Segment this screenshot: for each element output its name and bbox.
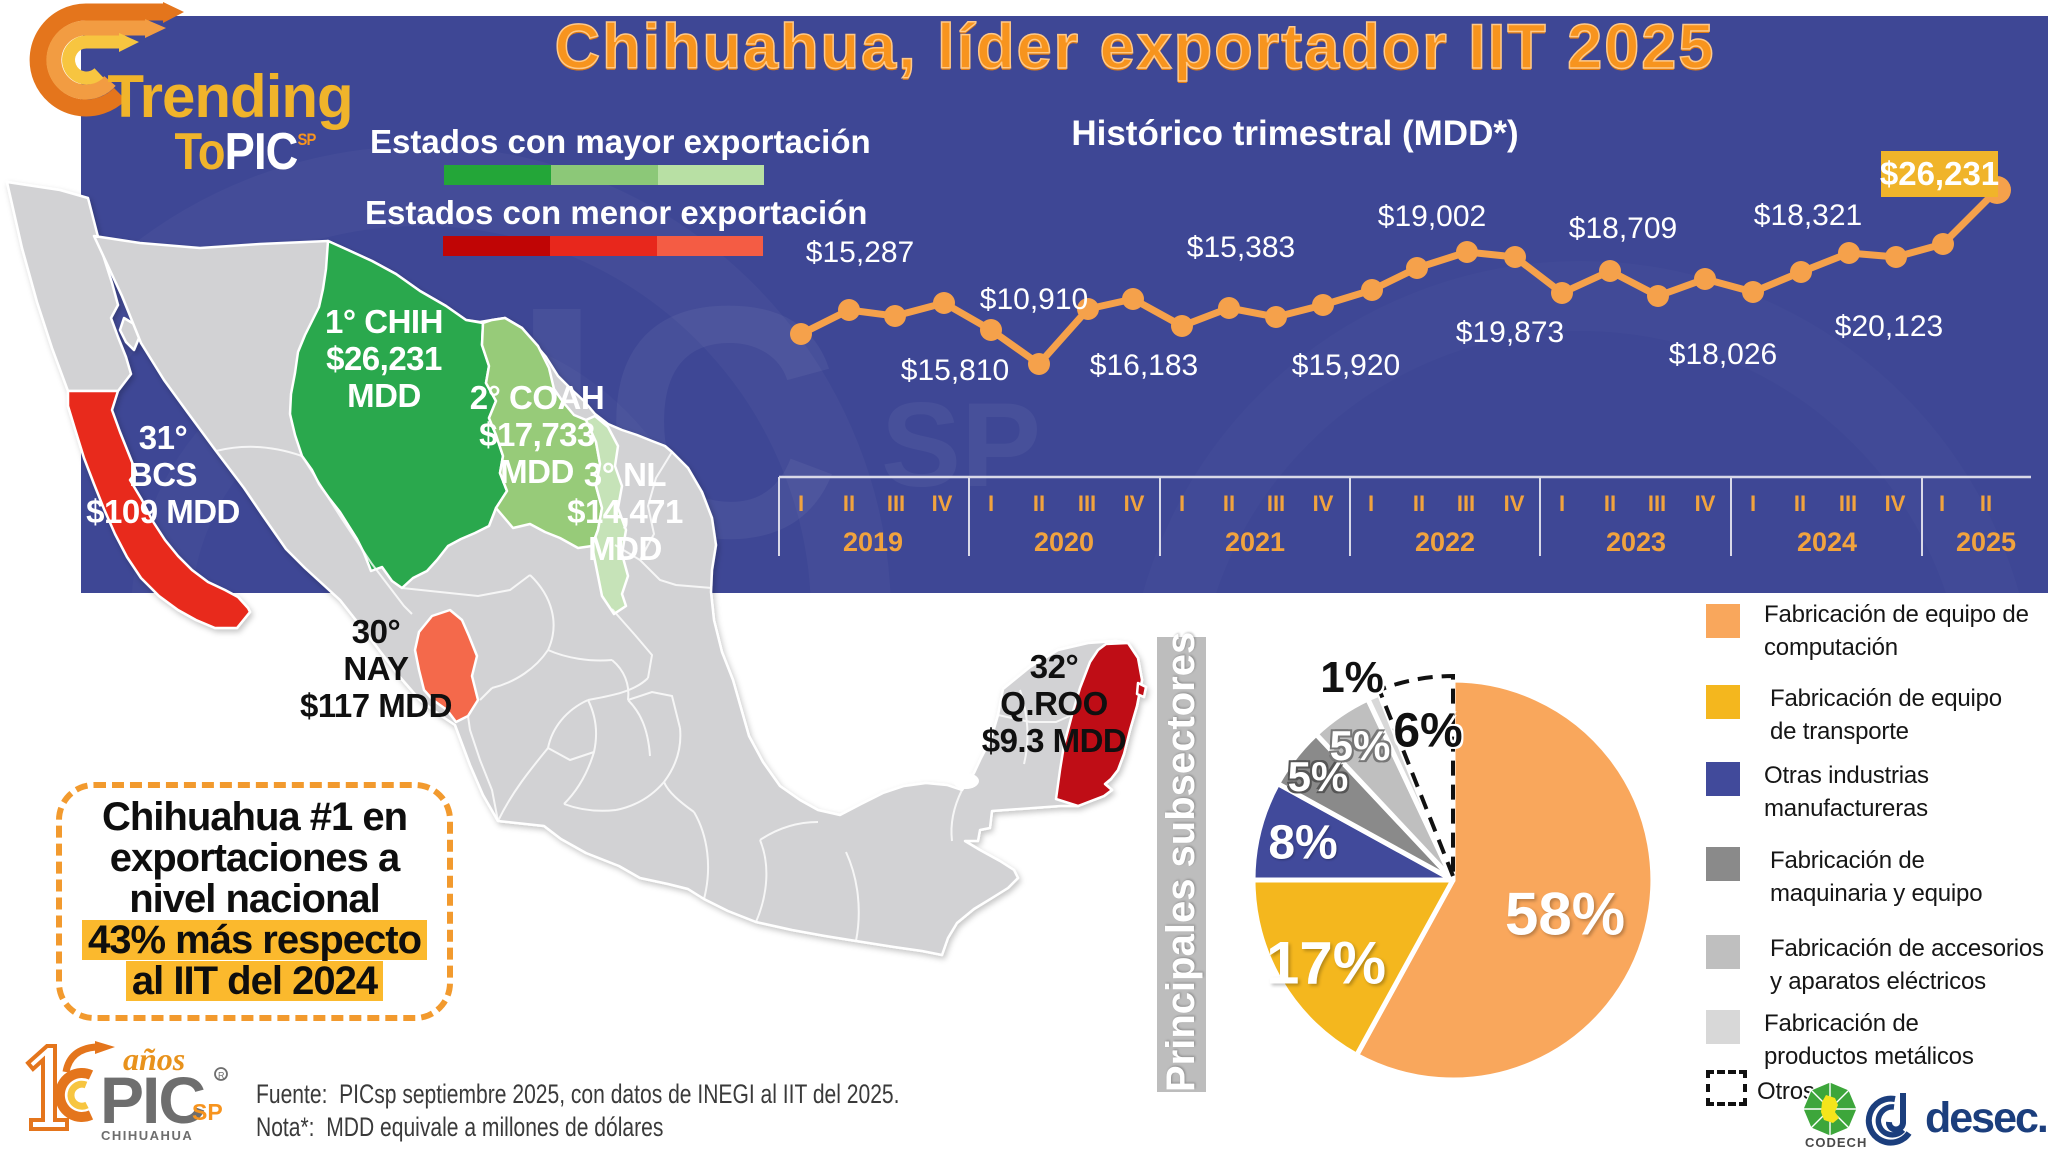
svg-text:III: III	[1648, 491, 1666, 516]
svg-text:CODECH: CODECH	[1805, 1135, 1867, 1150]
svg-text:II: II	[1604, 491, 1616, 516]
svg-text:IV: IV	[1885, 491, 1906, 516]
svg-text:PIC: PIC	[100, 1063, 204, 1137]
svg-text:II: II	[1033, 491, 1045, 516]
svg-text:IV: IV	[1313, 491, 1334, 516]
svg-text:CHIHUAHUA: CHIHUAHUA	[101, 1128, 193, 1143]
svg-text:I: I	[1559, 491, 1565, 516]
svg-text:IV: IV	[1124, 491, 1145, 516]
svg-text:2024: 2024	[1797, 527, 1857, 557]
svg-text:2025: 2025	[1956, 527, 2016, 557]
svg-text:2019: 2019	[843, 527, 903, 557]
svg-text:I: I	[988, 491, 994, 516]
svg-text:III: III	[1267, 491, 1285, 516]
svg-text:II: II	[1794, 491, 1806, 516]
svg-text:III: III	[1078, 491, 1096, 516]
svg-text:SP: SP	[192, 1099, 223, 1125]
svg-text:I: I	[1750, 491, 1756, 516]
svg-text:desec.: desec.	[1925, 1094, 2047, 1142]
svg-text:IV: IV	[1504, 491, 1525, 516]
svg-text:III: III	[887, 491, 905, 516]
svg-text:II: II	[1413, 491, 1425, 516]
svg-text:II: II	[1223, 491, 1235, 516]
svg-text:años: años	[123, 1041, 185, 1077]
svg-text:I: I	[1179, 491, 1185, 516]
svg-text:III: III	[1839, 491, 1857, 516]
svg-text:II: II	[843, 491, 855, 516]
svg-text:I: I	[798, 491, 804, 516]
svg-text:SP: SP	[881, 378, 1041, 512]
svg-text:IV: IV	[932, 491, 953, 516]
svg-text:2020: 2020	[1034, 527, 1094, 557]
svg-text:2021: 2021	[1225, 527, 1285, 557]
svg-text:R: R	[218, 1071, 225, 1081]
svg-text:IV: IV	[1695, 491, 1716, 516]
svg-text:I: I	[1368, 491, 1374, 516]
svg-text:2022: 2022	[1415, 527, 1475, 557]
svg-text:II: II	[1980, 491, 1992, 516]
svg-text:I: I	[1939, 491, 1945, 516]
svg-text:III: III	[1457, 491, 1475, 516]
svg-text:2023: 2023	[1606, 527, 1666, 557]
